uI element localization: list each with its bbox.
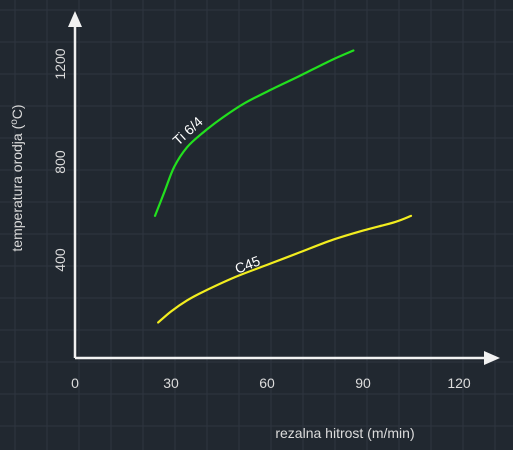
- x-axis-arrow-icon: [484, 351, 500, 365]
- x-tick-label: 90: [355, 375, 371, 391]
- series-line: [153, 49, 355, 217]
- series-line: [157, 214, 413, 324]
- y-axis-title-degree: o: [9, 119, 20, 125]
- y-tick-label: 400: [52, 248, 68, 272]
- tick-labels: 0 30 60 90 120 400 800 1200: [52, 48, 471, 391]
- y-axis-arrow-icon: [68, 11, 82, 27]
- y-tick-label: 1200: [52, 48, 68, 79]
- x-axis-title: rezalna hitrost (m/min): [275, 425, 414, 441]
- x-tick-label: 30: [163, 375, 179, 391]
- y-tick-label: 800: [52, 150, 68, 174]
- x-tick-label: 0: [71, 375, 79, 391]
- x-tick-label: 60: [259, 375, 275, 391]
- y-axis-title: temperatura orodja (oC): [9, 104, 25, 251]
- y-axis-title-main: temperatura orodja (: [9, 124, 25, 251]
- x-tick-label: 120: [447, 375, 471, 391]
- axes: [68, 11, 500, 365]
- series-label: C45: [233, 252, 263, 276]
- y-axis-title-unit: C): [9, 104, 25, 119]
